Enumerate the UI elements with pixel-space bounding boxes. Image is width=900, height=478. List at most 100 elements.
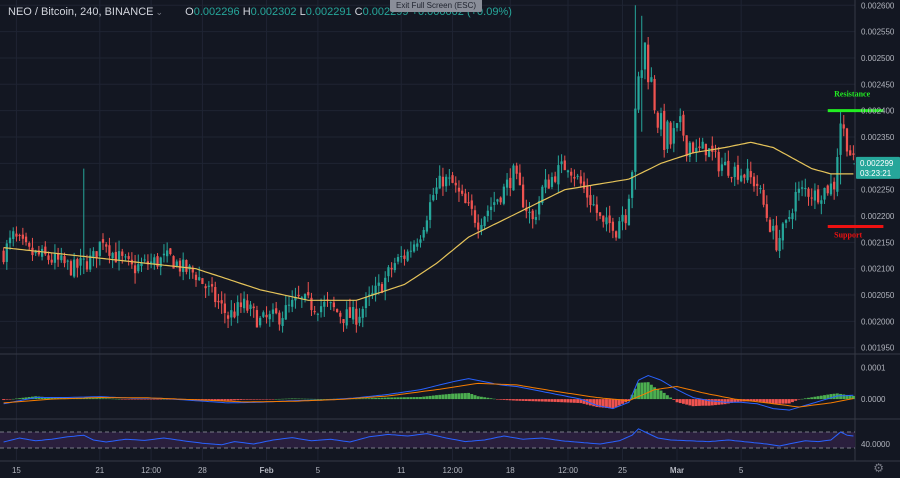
macd-histogram-bar — [370, 398, 374, 400]
candle-body — [586, 186, 589, 198]
macd-histogram-bar — [505, 399, 509, 401]
candle-body — [387, 267, 390, 277]
macd-histogram-bar — [640, 382, 644, 400]
exit-fullscreen-button[interactable]: Exit Full Screen (ESC) — [390, 0, 483, 12]
time-tick-label: 12:00 — [443, 466, 464, 475]
macd-histogram-bar — [255, 399, 259, 400]
macd-histogram-bar — [736, 399, 740, 402]
candle-body — [454, 182, 457, 186]
macd-histogram-bar — [451, 393, 454, 400]
candle-body — [44, 246, 47, 255]
macd-histogram-bar — [101, 398, 105, 400]
symbol-label[interactable]: NEO / Bitcoin, 240, BINANCE — [8, 6, 154, 18]
candle-body — [66, 260, 69, 262]
candle-body — [554, 176, 557, 182]
candle-body — [143, 259, 146, 261]
macd-histogram-bar — [47, 397, 50, 400]
macd-histogram-bar — [226, 399, 230, 401]
macd-tick-label: 0.0001 — [861, 364, 886, 373]
macd-histogram-bar — [393, 397, 397, 400]
macd-histogram-bar — [659, 390, 663, 400]
gear-icon[interactable]: ⚙ — [873, 461, 884, 475]
candle-body — [98, 241, 101, 256]
candle-body — [259, 317, 262, 326]
candle-body — [435, 187, 438, 194]
candle-body — [496, 199, 499, 202]
candle-body — [111, 252, 114, 259]
macd-histogram-bar — [210, 399, 214, 401]
candle-body — [18, 234, 21, 236]
time-tick-label: Mar — [670, 466, 684, 475]
macd-histogram-bar — [293, 398, 297, 400]
candle-body — [813, 190, 817, 201]
chevron-down-icon[interactable]: ⌄ — [155, 7, 164, 17]
macd-histogram-bar — [826, 394, 830, 400]
candle-body — [294, 296, 297, 301]
macd-histogram-bar — [845, 394, 849, 400]
macd-histogram-bar — [813, 396, 817, 400]
macd-histogram-bar — [2, 399, 6, 401]
macd-histogram-bar — [723, 399, 727, 405]
macd-histogram-bar — [271, 399, 275, 400]
macd-histogram-bar — [18, 398, 22, 400]
candle-body — [451, 175, 454, 183]
candle-body — [663, 110, 666, 150]
macd-histogram-bar — [470, 394, 474, 400]
candle-body — [441, 176, 445, 187]
macd-histogram-bar — [284, 398, 288, 400]
open-value: 0.002296 — [193, 6, 240, 18]
candle-body — [675, 123, 679, 128]
macd-histogram-bar — [778, 399, 782, 404]
candle-body — [384, 277, 387, 292]
macd-histogram-bar — [810, 397, 814, 400]
macd-histogram-bar — [710, 399, 714, 406]
price-tick-label: 0.002550 — [861, 28, 895, 37]
candle-body — [797, 188, 801, 193]
macd-histogram-bar — [165, 399, 169, 400]
candle-body — [576, 175, 579, 177]
macd-histogram-bar — [537, 399, 541, 402]
candle-body — [37, 250, 41, 255]
macd-histogram-bar — [489, 398, 493, 400]
macd-histogram-bar — [823, 395, 826, 400]
macd-histogram-bar — [130, 399, 134, 400]
candle-body — [541, 186, 544, 203]
macd-histogram-bar — [152, 399, 156, 400]
candle-body — [108, 245, 111, 256]
macd-histogram-bar — [50, 397, 54, 400]
candle-body — [226, 315, 230, 319]
macd-histogram-bar — [143, 399, 147, 400]
candle-body — [194, 274, 198, 281]
macd-histogram-bar — [204, 399, 208, 401]
candle-body — [223, 303, 226, 314]
candle-body — [730, 177, 733, 179]
macd-histogram-bar — [419, 397, 422, 400]
candle-body — [647, 44, 650, 83]
candle-body — [512, 165, 515, 191]
macd-histogram-bar — [386, 397, 390, 400]
candle-body — [483, 216, 486, 227]
macd-histogram-bar — [239, 399, 243, 400]
candle-body — [573, 176, 576, 179]
candle-body — [246, 300, 249, 311]
macd-histogram-bar — [361, 398, 365, 400]
macd-histogram-bar — [588, 399, 592, 406]
candle-body — [794, 191, 797, 212]
candle-body — [403, 255, 406, 259]
macd-histogram-bar — [313, 398, 317, 400]
macd-histogram-bar — [322, 399, 326, 400]
candle-body — [31, 247, 34, 256]
macd-histogram-bar — [662, 392, 666, 400]
macd-histogram-bar — [576, 399, 580, 403]
candle-body — [368, 294, 371, 296]
candle-body — [749, 171, 752, 178]
macd-histogram-bar — [5, 399, 9, 400]
macd-histogram-bar — [43, 397, 47, 400]
macd-histogram-bar — [316, 398, 320, 400]
candle-body — [319, 306, 323, 313]
candle-body — [63, 256, 66, 264]
candle-body — [621, 214, 624, 222]
macd-histogram-bar — [268, 399, 272, 400]
candle-body — [422, 229, 425, 238]
